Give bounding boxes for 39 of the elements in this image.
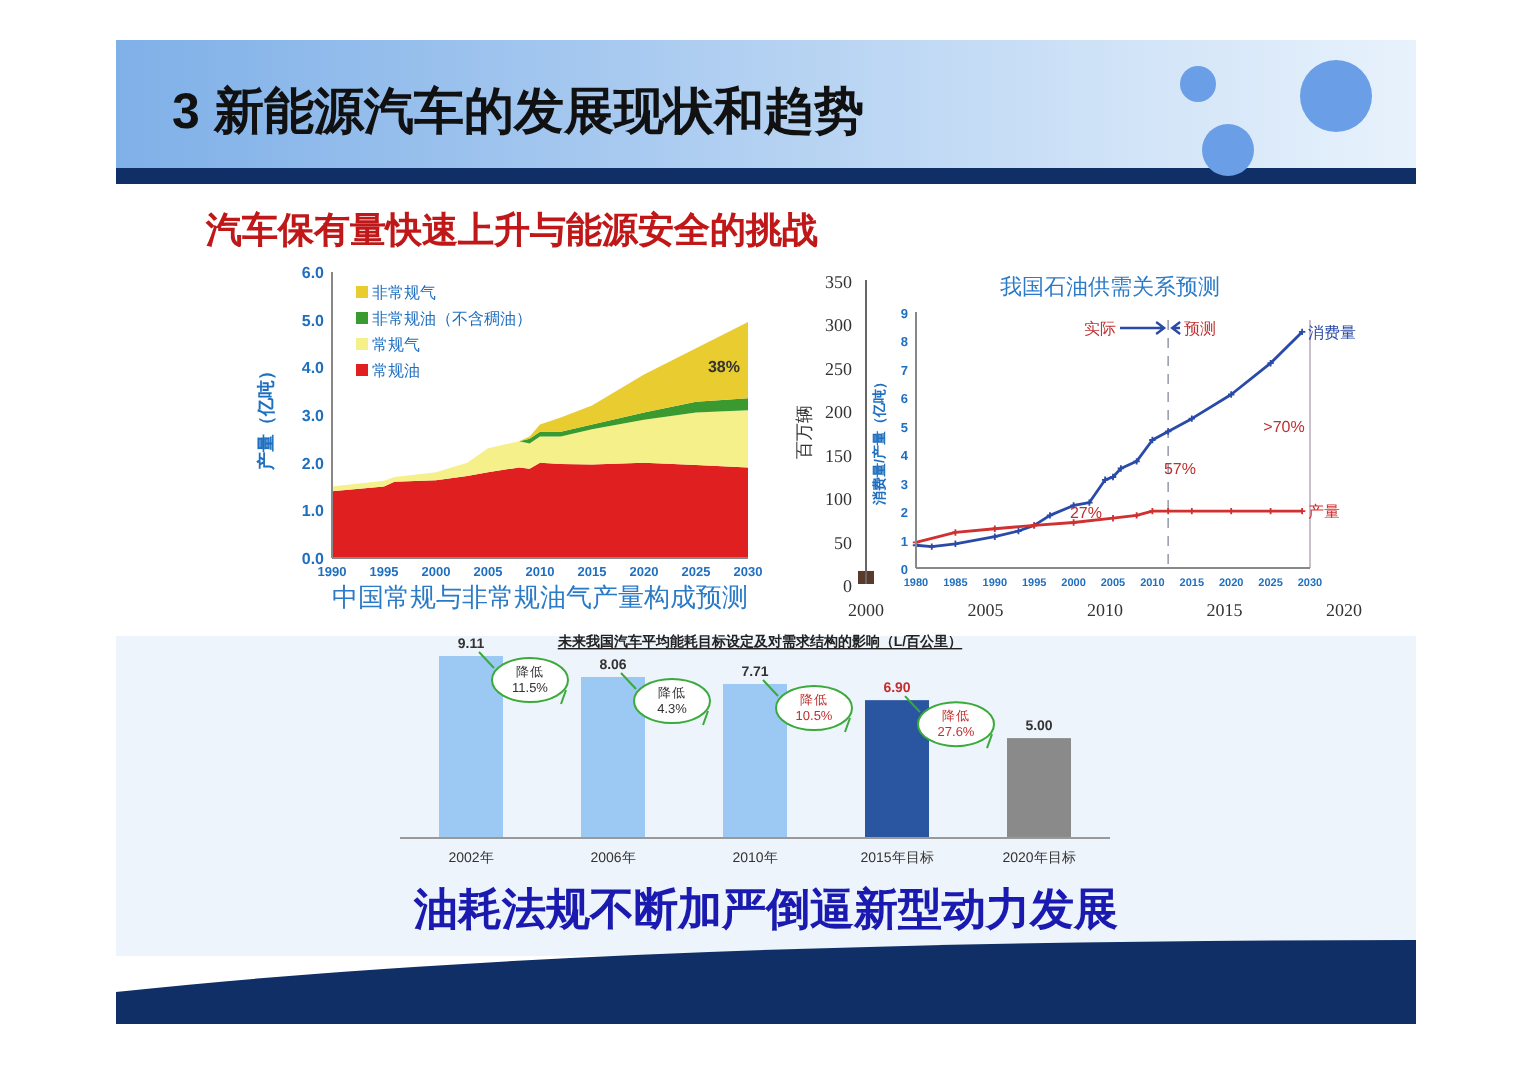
y-tick-label: 350 xyxy=(825,272,853,292)
y-tick-label: 200 xyxy=(825,402,853,423)
annotation: 38% xyxy=(707,358,740,376)
y-tick-label: 300 xyxy=(825,315,853,336)
y-tick-label: 6.0 xyxy=(301,264,326,282)
y-tick-label: 0 xyxy=(843,576,853,596)
chart-title: 我国石油供需关系预测 xyxy=(1000,274,1220,300)
legend-label: 非常规油（不含稠油） xyxy=(372,310,532,328)
annotation: 57% xyxy=(1163,460,1197,478)
x-tick-label: 2005 xyxy=(967,600,1005,620)
x-tick-label: 2010 xyxy=(1087,600,1124,620)
y-tick-label: 50 xyxy=(834,532,853,553)
y-tick-label: 1.0 xyxy=(301,502,326,521)
y-axis-title: 产量（亿吨） xyxy=(256,362,276,472)
text: 油耗法规不断加严倒逼新型动力发展 xyxy=(412,884,1118,934)
annotation: 预测 xyxy=(1184,320,1216,338)
text: 3 新能源汽车的发展现状和趋势 xyxy=(172,84,864,140)
x-tick-label: 2020 xyxy=(1326,600,1363,620)
legend-label: 常规油 xyxy=(372,362,420,380)
series-label: 产量 xyxy=(1308,503,1341,522)
legend-label: 非常规气 xyxy=(372,284,436,302)
y-tick-label: 3.0 xyxy=(301,407,326,425)
x-tick-label: 2000 xyxy=(848,600,885,620)
y-tick-label: 0.0 xyxy=(301,550,326,568)
text: 汽车保有量快速上升与能源安全的挑战 xyxy=(204,210,818,250)
legend-label: 常规气 xyxy=(372,336,420,354)
y-tick-label: 4.0 xyxy=(301,359,326,378)
series-label: 消费量 xyxy=(1308,323,1357,342)
y-tick-label: 5.0 xyxy=(301,311,326,330)
annotation: 27% xyxy=(1069,504,1103,522)
x-tick-label: 2015 xyxy=(1206,600,1244,620)
y-tick-label: 250 xyxy=(825,358,853,379)
y-tick-label: 100 xyxy=(825,489,853,510)
y-tick-label: 150 xyxy=(825,445,853,466)
annotation: >70% xyxy=(1263,418,1305,436)
annotation: 实际 xyxy=(1084,320,1116,338)
y-axis-title: 百万辆 xyxy=(794,405,814,459)
y-tick-label: 2.0 xyxy=(301,454,326,473)
text: 中国常规与非常规油气产量构成预测 xyxy=(332,582,748,612)
